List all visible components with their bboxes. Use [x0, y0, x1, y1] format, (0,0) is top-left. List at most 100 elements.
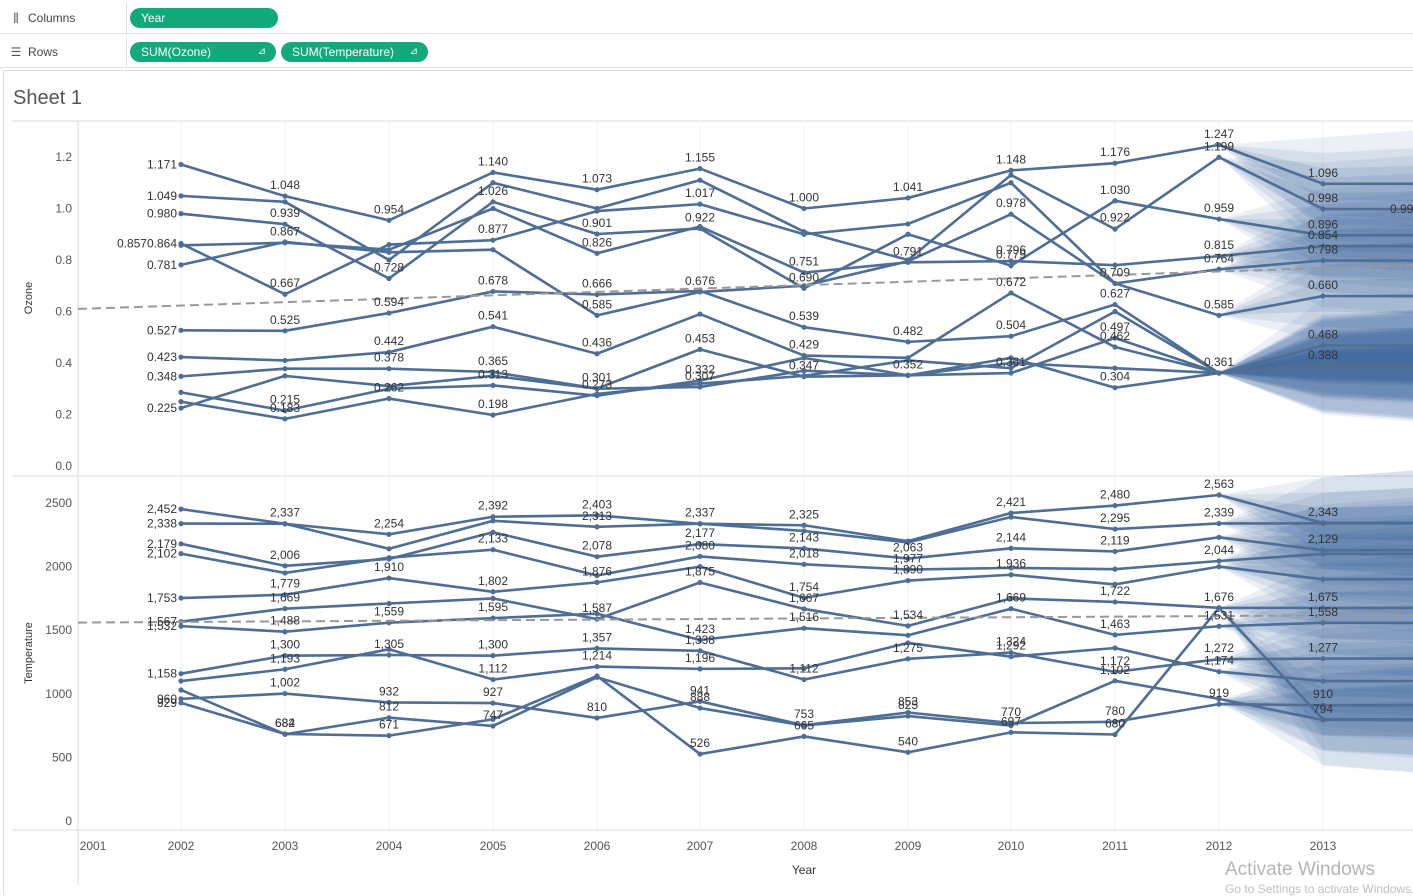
data-point: [697, 705, 703, 711]
data-label: 753: [794, 707, 814, 721]
data-point: [1320, 655, 1326, 662]
data-point: [490, 653, 496, 659]
data-point: [1008, 211, 1014, 217]
data-point: [1008, 572, 1014, 578]
data-label: 0.225: [147, 401, 177, 415]
data-label: 0.429: [789, 338, 819, 352]
data-point: [1008, 167, 1014, 173]
data-label: 0.365: [478, 354, 508, 368]
data-label: 2,078: [582, 539, 612, 553]
data-point: [697, 201, 703, 207]
data-label: 0.959: [1204, 201, 1234, 215]
data-label: 0.781: [147, 258, 177, 272]
data-label: 2,129: [1308, 532, 1338, 546]
data-point: [905, 709, 911, 716]
data-label: 0.453: [685, 331, 715, 345]
sum-temperature-pill[interactable]: SUM(Temperature) ⊿: [281, 42, 428, 62]
rows-shelf-label: ☰ Rows: [0, 37, 127, 67]
data-point: [905, 221, 911, 227]
data-point: [386, 366, 392, 372]
data-label: 684: [275, 716, 295, 730]
data-point: [905, 656, 911, 662]
data-point: [490, 514, 496, 520]
data-label: 1,676: [1204, 590, 1234, 604]
sum-ozone-pill[interactable]: SUM(Ozone) ⊿: [130, 42, 276, 62]
data-point: [594, 554, 600, 560]
data-label: 2,338: [147, 517, 177, 531]
forecast-band: [1219, 157, 1413, 245]
data-point: [282, 653, 288, 659]
data-point: [282, 408, 288, 414]
data-point: [490, 205, 496, 212]
data-point: [178, 211, 184, 217]
data-point: [801, 368, 807, 374]
data-label: 1,802: [478, 574, 508, 588]
data-point: [490, 169, 496, 176]
data-point: [1008, 180, 1014, 186]
data-point: [1112, 719, 1118, 725]
data-label: 1,463: [1100, 617, 1130, 631]
data-point: [697, 521, 703, 527]
data-point: [697, 346, 703, 352]
data-label: 1,292: [996, 639, 1026, 653]
data-label: 0.826: [582, 235, 612, 249]
data-point: [697, 637, 703, 643]
data-point: [1216, 216, 1222, 222]
data-point: [282, 606, 288, 612]
data-label: 1.176: [1100, 145, 1130, 159]
data-point: [1320, 605, 1326, 611]
data-label: 1.148: [996, 152, 1026, 166]
data-point: [178, 687, 184, 693]
data-point: [1008, 729, 1014, 735]
data-point: [178, 327, 184, 333]
data-label: 2,254: [374, 516, 404, 530]
year-pill[interactable]: Year: [130, 8, 278, 28]
data-label: 0.690: [789, 270, 819, 284]
data-label: 1,112: [478, 662, 507, 676]
data-point: [1320, 206, 1326, 212]
data-point: [1216, 701, 1222, 707]
data-point: [490, 589, 496, 595]
data-label: 1,587: [582, 601, 612, 615]
data-point: [490, 723, 496, 729]
data-point: [594, 512, 600, 518]
data-point: [1216, 623, 1222, 629]
data-label: 1,196: [685, 651, 715, 665]
data-label: 1,324: [996, 635, 1026, 649]
data-point: [1112, 308, 1118, 315]
rows-shelf: ☰ Rows SUM(Ozone) ⊿ SUM(Temperature) ⊿: [0, 37, 1413, 68]
data-label: 0.388: [1308, 348, 1338, 362]
data-point: [1320, 716, 1326, 722]
data-label: 1,305: [374, 637, 404, 651]
data-label: 1,214: [582, 649, 612, 663]
data-point: [594, 673, 600, 679]
data-label: 0.922: [1100, 211, 1130, 225]
data-label: 1,753: [147, 591, 177, 605]
data-point: [386, 715, 392, 721]
data-label: 2,392: [478, 499, 508, 513]
y-tick-label: 0.6: [55, 305, 72, 319]
data-point: [1320, 620, 1326, 626]
data-label: 0.815: [1204, 238, 1234, 252]
data-label: 1,669: [270, 591, 300, 605]
data-point: [282, 357, 288, 364]
data-label: 2,403: [582, 497, 612, 511]
data-point: [490, 412, 496, 418]
data-point: [490, 247, 496, 253]
data-point: [490, 547, 496, 553]
data-point: [1112, 548, 1118, 555]
data-point: [697, 381, 703, 387]
data-point: [386, 349, 392, 355]
data-point: [594, 231, 600, 237]
data-point: [1112, 198, 1118, 204]
data-point: [905, 555, 911, 562]
data-label: 1,534: [893, 608, 923, 622]
y-tick-label: 2500: [45, 496, 72, 510]
x-axis: 2001 2002 2003 2004 2005 2006 2007 2008 2009 2010…: [12, 829, 1413, 877]
data-point: [1320, 342, 1326, 349]
data-point: [1008, 360, 1014, 366]
data-point: [386, 275, 392, 282]
data-point: [594, 187, 600, 193]
data-point: [801, 373, 807, 379]
data-point: [282, 592, 288, 598]
